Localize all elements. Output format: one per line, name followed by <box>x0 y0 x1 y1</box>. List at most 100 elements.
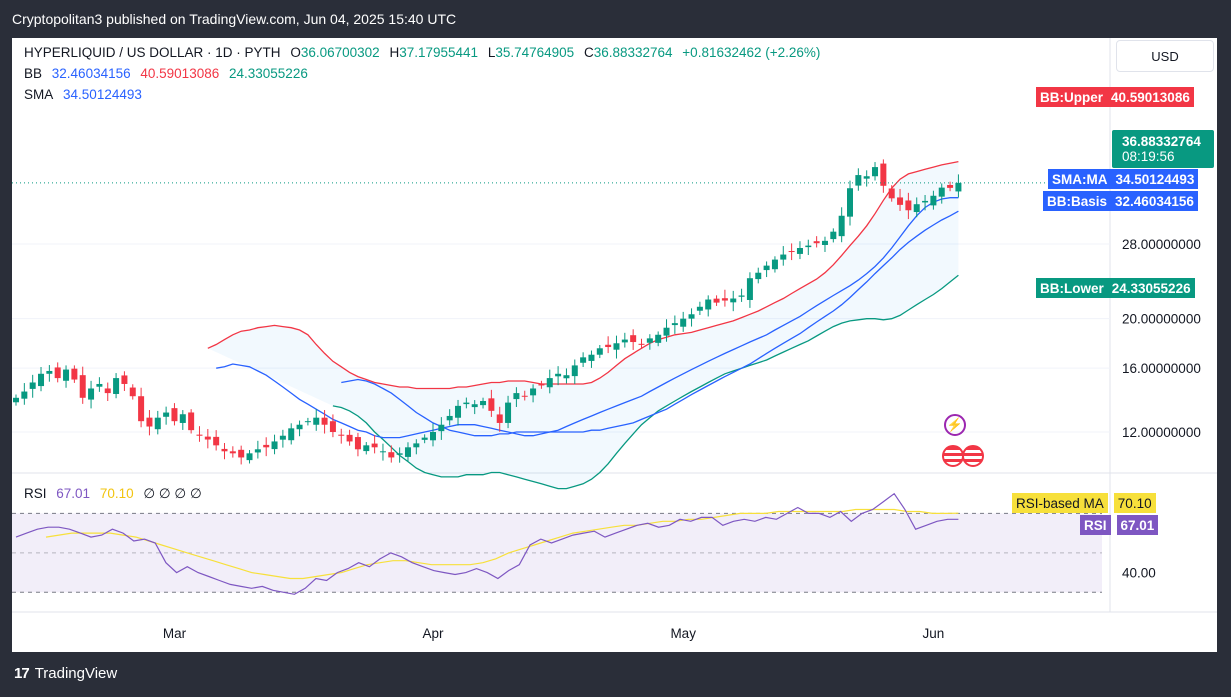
candle <box>630 329 637 350</box>
candle <box>780 246 787 266</box>
candle <box>71 365 78 383</box>
rsi-line <box>15 492 959 595</box>
candle-body <box>880 163 887 186</box>
candle-body <box>96 383 103 387</box>
rsi-value: 67.01 <box>56 486 91 501</box>
chart-canvas[interactable]: 28.00000000 20.00000000 16.00000000 12.0000… <box>12 38 1217 652</box>
bb-upper-tag: BB:Upper 40.59013086 <box>1036 87 1194 107</box>
candle-body <box>196 434 203 436</box>
candle-body <box>630 335 637 343</box>
lightning-icon[interactable]: ⚡ <box>944 414 966 436</box>
candle <box>546 369 553 394</box>
candle-body <box>113 378 120 394</box>
us-flag-icon-secondary[interactable] <box>962 445 984 467</box>
candle-body <box>538 384 545 386</box>
candle <box>721 289 728 307</box>
candle <box>763 261 770 278</box>
candle-body <box>955 182 962 192</box>
candle <box>29 374 36 398</box>
candle <box>496 406 503 432</box>
candle-body <box>888 188 895 199</box>
candle-body <box>830 231 837 240</box>
candle <box>471 400 478 415</box>
price-tick-label: 28.00000000 <box>1122 237 1201 252</box>
candle-body <box>363 445 370 452</box>
candle <box>830 228 837 243</box>
candle <box>613 335 620 359</box>
candle-body <box>88 388 95 400</box>
candle-body <box>421 437 428 440</box>
bb-lower-value: 24.33055226 <box>229 66 308 81</box>
tradingview-logo[interactable]: 17 TradingView <box>14 665 117 682</box>
candle-body <box>304 421 311 423</box>
candle <box>379 443 386 461</box>
candle-body <box>263 444 270 448</box>
last-price-tag: 36.88332764 08:19:56 <box>1112 130 1214 168</box>
rsi-ma-tag: RSI-based MA 70.10 <box>1012 493 1156 513</box>
candle-body <box>680 318 687 327</box>
candle <box>179 410 186 430</box>
candle-body <box>54 367 61 379</box>
candle-body <box>696 306 703 311</box>
candle <box>413 439 420 455</box>
candle-body <box>788 251 795 253</box>
candle <box>254 440 261 459</box>
candle <box>805 239 812 256</box>
candle <box>146 410 153 436</box>
candle-body <box>563 375 570 379</box>
candle <box>396 447 403 463</box>
sma-tag: SMA:MA 34.50124493 <box>1048 169 1199 189</box>
currency-button[interactable]: USD <box>1116 40 1214 72</box>
candle <box>947 181 954 192</box>
time-axis-label: Jun <box>923 626 945 641</box>
candle-body <box>821 240 828 245</box>
candle <box>872 162 879 181</box>
candle <box>129 384 136 400</box>
candle <box>813 236 820 248</box>
candle <box>796 241 803 260</box>
candle-body <box>521 395 528 397</box>
candle <box>163 406 170 425</box>
candle <box>79 366 86 404</box>
time-axis-label: May <box>670 626 696 641</box>
candle <box>646 334 653 350</box>
candle-body <box>321 417 328 425</box>
candle-body <box>513 393 520 400</box>
candle-body <box>129 387 136 397</box>
us-flag-icon[interactable] <box>942 445 964 467</box>
candle-body <box>229 451 236 454</box>
bb-lower-line <box>332 274 959 490</box>
candle-body <box>288 428 295 441</box>
tradingview-mark-icon: 17 <box>14 665 30 682</box>
footer <box>0 652 1231 697</box>
ohlc-low: L35.74764905 <box>487 45 575 60</box>
candle <box>279 429 286 448</box>
rsi-label: RSI <box>24 486 47 501</box>
candle <box>346 429 353 446</box>
candle <box>154 410 161 435</box>
candle-body <box>771 259 778 270</box>
candle <box>38 367 45 392</box>
candle-body <box>488 398 495 411</box>
candle-body <box>379 451 386 453</box>
chart-panel[interactable]: 28.00000000 20.00000000 16.00000000 12.0000… <box>12 38 1217 652</box>
price-tick-label: 16.00000000 <box>1122 361 1201 376</box>
candle <box>521 390 528 401</box>
candle-body <box>246 453 253 461</box>
candle <box>430 423 436 447</box>
price-change: +0.81632462 (+2.26%) <box>682 45 821 60</box>
tradingview-wordmark: TradingView <box>34 665 118 682</box>
candle-body <box>897 197 904 205</box>
candle <box>54 362 61 383</box>
candle <box>705 295 712 317</box>
rsi-ma-line <box>45 508 959 580</box>
candle <box>313 409 320 431</box>
price-tick-label: 12.00000000 <box>1122 425 1201 440</box>
ohlc-high: H37.17955441 <box>389 45 479 60</box>
candle-body <box>188 412 195 431</box>
candle <box>930 190 937 210</box>
last-price-value: 36.88332764 <box>1122 134 1201 149</box>
candle-body <box>947 184 954 188</box>
candle-body <box>713 298 720 303</box>
candle <box>671 315 678 334</box>
